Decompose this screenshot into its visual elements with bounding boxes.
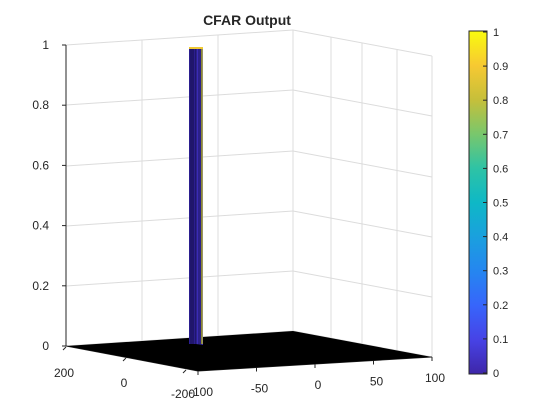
y-tick-label: -200 (171, 387, 195, 401)
x-axis-ticks: -100 -50 0 50 100 (189, 357, 445, 399)
colorbar-tick-label: 0.7 (493, 129, 508, 141)
x-tick-label: -50 (251, 382, 269, 396)
colorbar: 0 0.1 0.2 0.3 0.4 0.5 0.6 0.7 0.8 0.9 1 (468, 27, 508, 380)
z-tick-label: 0.6 (32, 158, 49, 172)
x-tick-label: 50 (370, 375, 384, 389)
colorbar-tick-label: 0.5 (493, 198, 508, 210)
surface-floor (66, 331, 432, 371)
x-tick-label: -100 (189, 385, 213, 399)
y-tick-mark (62, 346, 67, 351)
x-tick-label: 0 (315, 378, 322, 392)
colorbar-tick-label: 1 (493, 27, 499, 39)
z-axis: 0 0.2 0.4 0.6 0.8 1 (32, 38, 67, 353)
colorbar-tick-label: 0.4 (493, 232, 508, 244)
y-tick-label: 200 (54, 366, 74, 380)
colorbar-tick-label: 0.8 (493, 95, 508, 107)
colorbar-tick-label: 0.6 (493, 163, 508, 175)
z-tick-label: 0.8 (32, 98, 49, 112)
y-tick-mark (122, 357, 127, 362)
colorbar-tick-label: 0.1 (493, 334, 508, 346)
z-tick-label: 0 (42, 339, 49, 353)
colorbar-tick-label: 0 (493, 368, 499, 380)
x-tick-label: 100 (425, 371, 445, 385)
y-tick-label: 0 (121, 376, 128, 390)
chart-title: CFAR Output (203, 12, 291, 28)
axes-grid (65, 29, 433, 358)
y-tick-mark (182, 369, 187, 374)
colorbar-tick-label: 0.9 (493, 61, 508, 73)
y-axis-ticks: 200 0 -200 (54, 346, 195, 401)
detection-peak (189, 47, 203, 345)
colorbar-tick-label: 0.3 (493, 266, 508, 278)
z-tick-label: 1 (42, 38, 49, 52)
colorbar-tick-label: 0.2 (493, 300, 508, 312)
z-tick-label: 0.2 (32, 279, 49, 293)
z-tick-label: 0.4 (32, 219, 49, 233)
